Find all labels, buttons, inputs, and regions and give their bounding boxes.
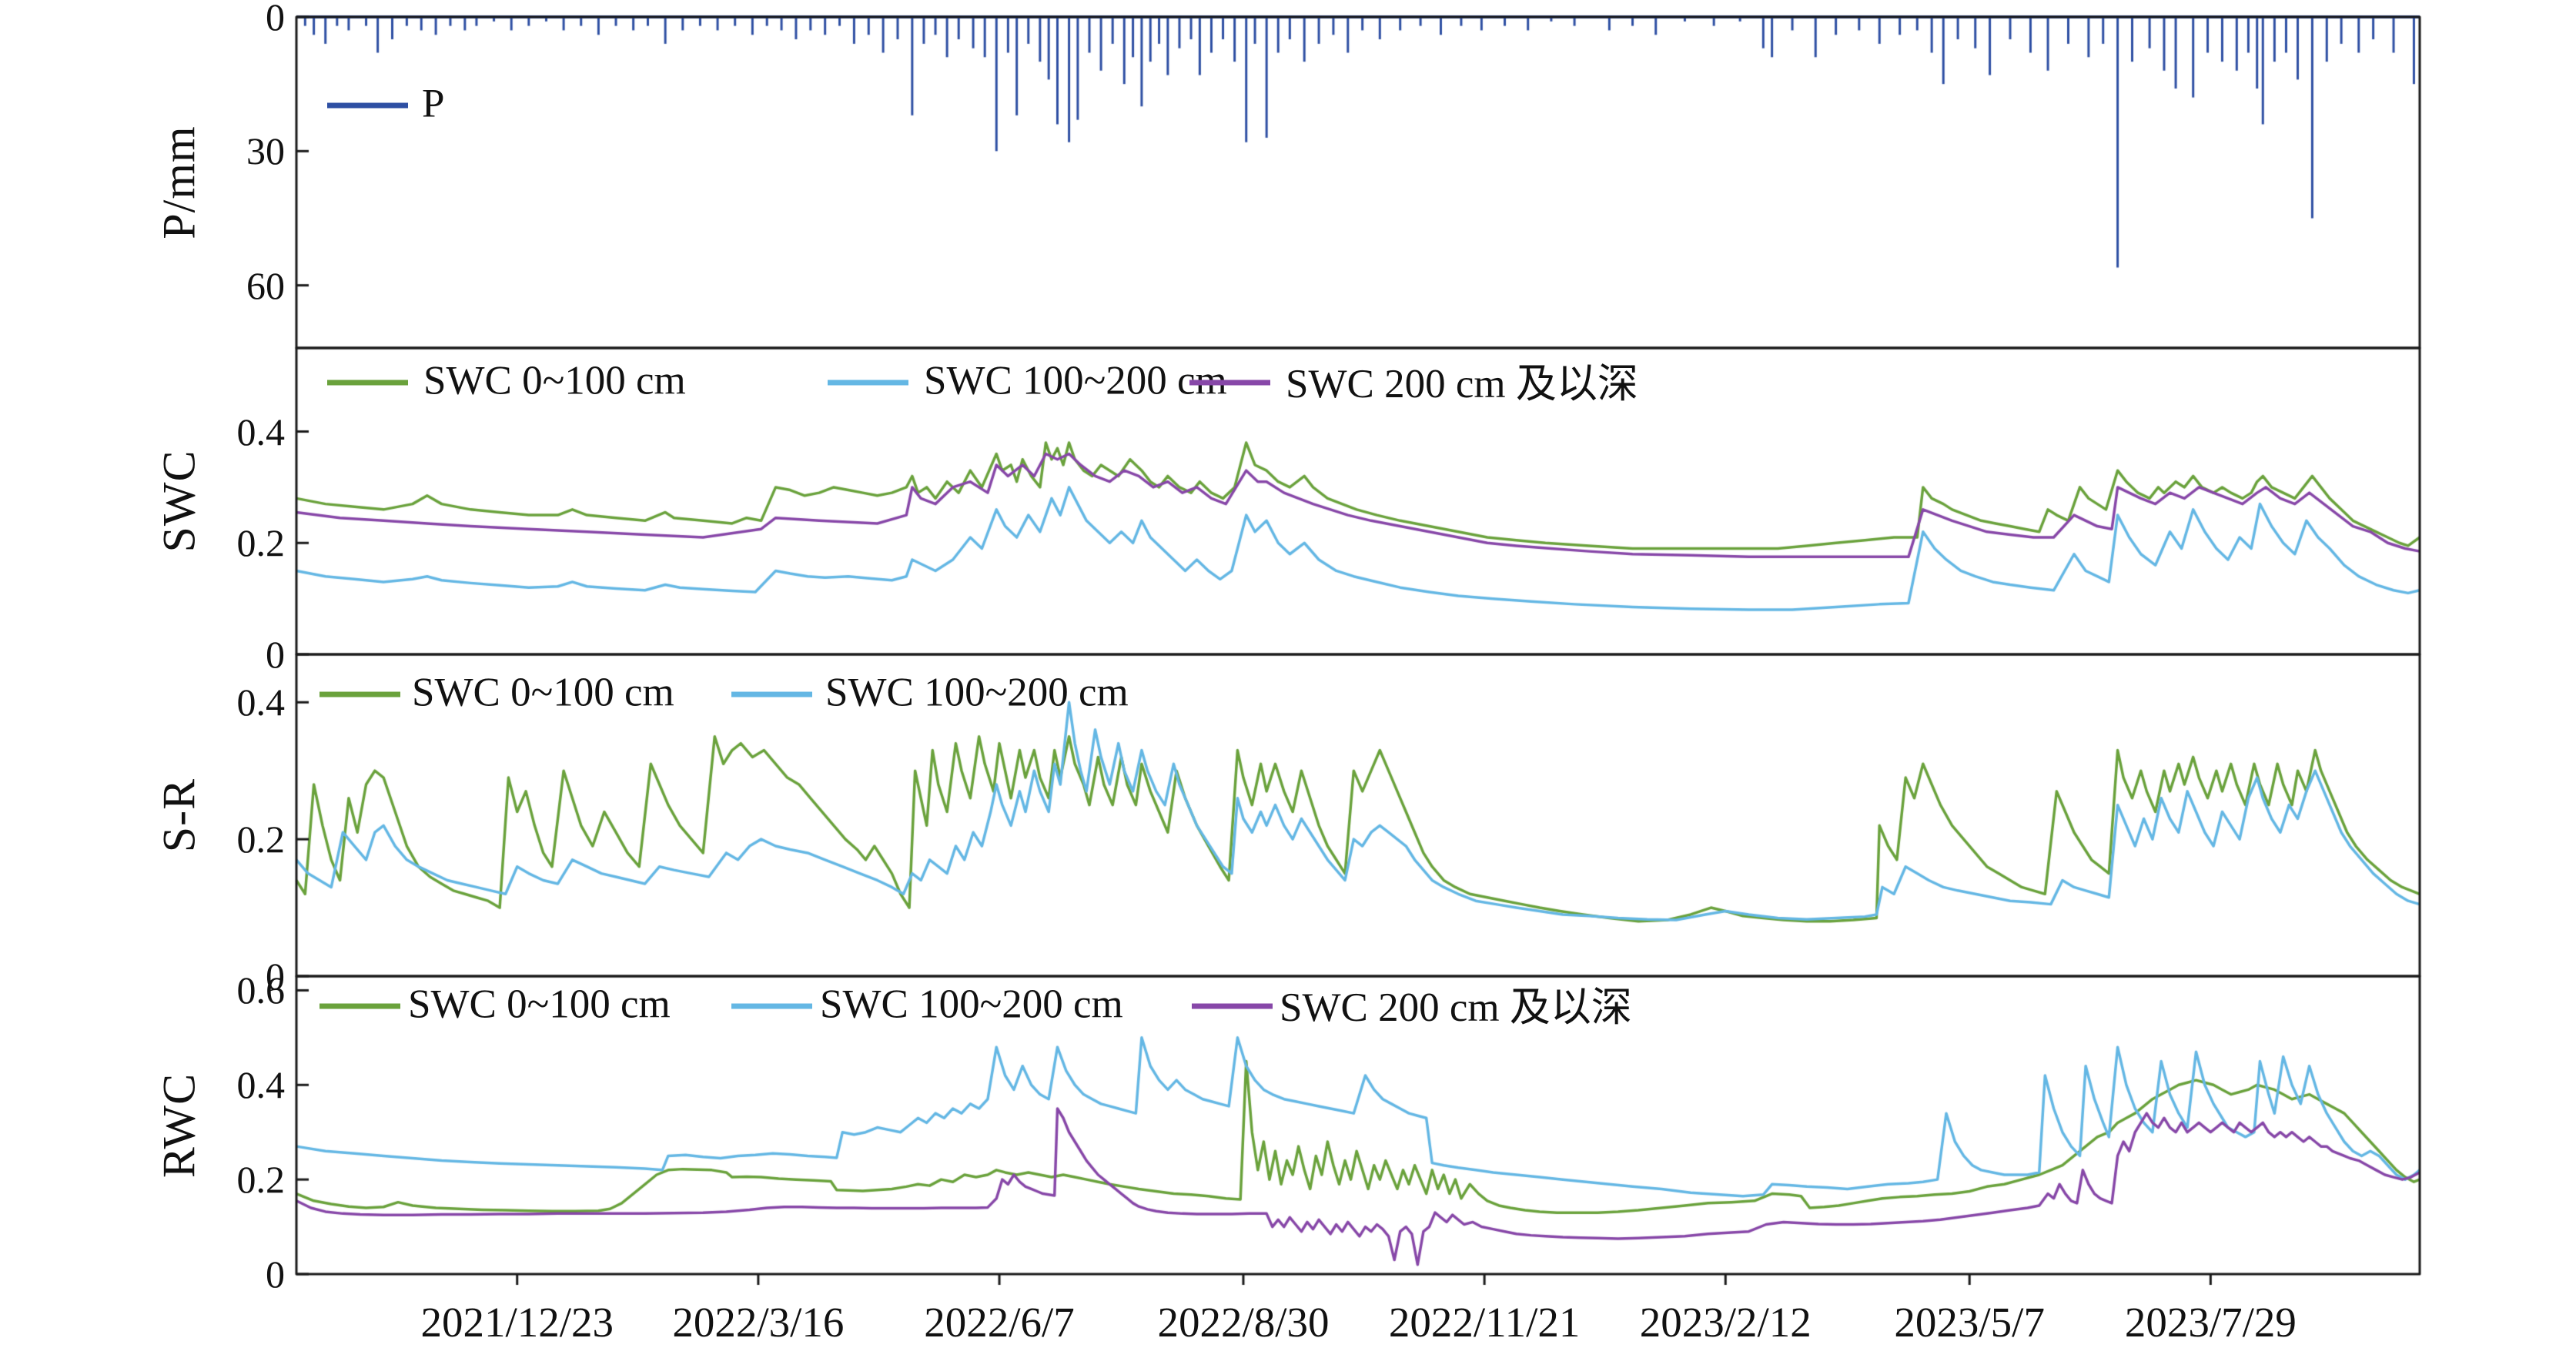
- x-tick-label: 2022/6/7: [924, 1299, 1075, 1346]
- y-tick-label: 0: [266, 1253, 285, 1296]
- legend-line-swc-100-200: [828, 380, 908, 386]
- legend-label-swc-0-100: SWC 0~100 cm: [423, 358, 686, 403]
- legend-line-rwc-0-100: [319, 1003, 400, 1009]
- y-tick-label: 60: [246, 263, 285, 307]
- x-tick-label: 2021/12/23: [420, 1299, 614, 1346]
- x-tick-label: 2023/2/12: [1639, 1299, 1812, 1346]
- x-tick-label: 2022/3/16: [672, 1299, 845, 1346]
- legend-label-p: P: [422, 81, 445, 126]
- y-tick-label: 0.4: [236, 681, 286, 724]
- y-tick-label: 0.2: [236, 818, 286, 861]
- legend-label-rwc-100-200: SWC 100~200 cm: [820, 982, 1123, 1027]
- legend-label-rwc-0-100: SWC 0~100 cm: [408, 982, 671, 1027]
- legend-line-rwc-200-deeper: [1192, 1003, 1273, 1009]
- y-tick-label: 0.2: [236, 1158, 286, 1202]
- legend-line-sr-0-100: [319, 691, 400, 697]
- legend-line-rwc-100-200: [731, 1003, 812, 1009]
- y-tick-label: 0.4: [236, 410, 286, 453]
- legend-label-swc-100-200: SWC 100~200 cm: [924, 358, 1227, 403]
- x-tick-label: 2023/5/7: [1894, 1299, 2045, 1346]
- x-tick-label: 2022/8/30: [1157, 1299, 1330, 1346]
- y-tick-label: 0: [266, 0, 285, 38]
- y-tick-label: 0.6: [236, 968, 286, 1012]
- legend-line-sr-100-200: [731, 691, 812, 697]
- legend-line-swc-0-100: [327, 380, 408, 386]
- legend-label-sr-100-200: SWC 100~200 cm: [825, 670, 1129, 715]
- x-tick-label: 2022/11/21: [1388, 1299, 1581, 1346]
- y-tick-label: 0: [266, 955, 285, 998]
- y-tick-label: 30: [246, 129, 285, 173]
- y-tick-label: 0.2: [236, 521, 286, 565]
- legend-label-rwc-200-deeper: SWC 200 cm 及以深: [1280, 985, 1632, 1030]
- legend-line-swc-200-deeper: [1189, 380, 1270, 386]
- legend-line-p: [327, 102, 408, 109]
- x-tick-label: 2023/7/29: [2124, 1299, 2297, 1346]
- legend-label-sr-0-100: SWC 0~100 cm: [412, 670, 674, 715]
- y-tick-label: 0: [266, 633, 285, 676]
- legend-label-swc-200-deeper: SWC 200 cm 及以深: [1286, 361, 1638, 406]
- y-tick-label: 0.4: [236, 1063, 286, 1107]
